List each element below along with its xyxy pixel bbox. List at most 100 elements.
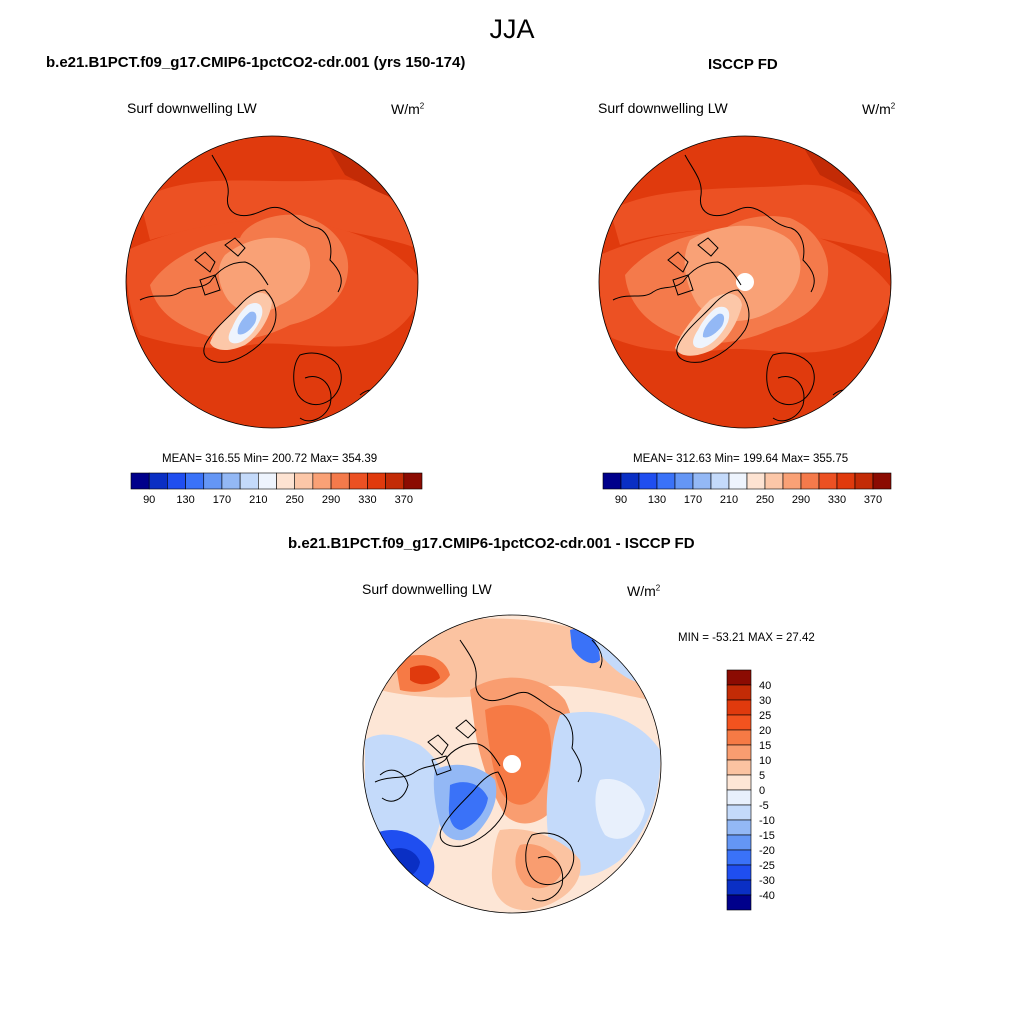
colorbar-1-tick-label: 330: [358, 494, 376, 506]
colorbar-1: 90 130 170 210 250 290 330 370: [130, 472, 423, 506]
map-1-field-band: [218, 237, 311, 314]
colorbar-3-swatch: [726, 849, 752, 866]
map-3-coastlines: [374, 639, 603, 902]
colorbar-3-tick-label: 10: [759, 755, 771, 767]
colorbar-2-tick-label: 330: [828, 494, 846, 506]
colorbar-2-swatch: [620, 472, 640, 490]
colorbar-3-tick-label: 5: [759, 770, 765, 782]
colorbar-3-tick-label: -15: [759, 830, 775, 842]
colorbar-1-swatch: [330, 472, 350, 490]
colorbar-3-swatch: [726, 894, 752, 911]
map-1-coastline: [203, 289, 277, 363]
map-1-field-band: [237, 311, 257, 335]
panel-2-variable-label: Surf downwelling LW: [598, 100, 728, 116]
colorbar-2-tick-label: 250: [756, 494, 774, 506]
map-3-coastline: [379, 769, 409, 802]
colorbar-1-swatch: [403, 472, 423, 490]
map-2-coastline: [772, 376, 805, 422]
panel-2-title: ISCCP FD: [708, 56, 778, 73]
map-3-field-band: [485, 705, 552, 805]
map-1-coastline: [293, 352, 342, 406]
colorbar-2-swatch: [800, 472, 820, 490]
panel-2-stats: MEAN= 312.63 Min= 199.64 Max= 355.75: [633, 453, 849, 465]
map-2-polar-plot: [598, 135, 892, 429]
map-3-coastline: [374, 743, 501, 783]
panel-2-units-label: W/m2: [862, 101, 896, 117]
colorbar-2-swatch: [602, 472, 622, 490]
colorbar-2-tick-label: 290: [792, 494, 810, 506]
map-2-coastline: [667, 237, 719, 296]
map-3-coastline: [525, 832, 575, 886]
colorbar-2-tick-label: 370: [864, 494, 882, 506]
colorbar-3-tick-label: -5: [759, 800, 769, 812]
colorbar-2-swatch: [836, 472, 856, 490]
colorbar-2-swatch: [746, 472, 766, 490]
colorbar-1-swatch: [148, 472, 168, 490]
colorbar-2-swatch: [782, 472, 802, 490]
colorbar-3-swatch: [726, 714, 752, 731]
colorbar-1-swatch: [239, 472, 259, 490]
map-1-coastline: [299, 376, 332, 422]
colorbar-1-tick-label: 170: [213, 494, 231, 506]
map-3-polar-hole: [503, 755, 521, 773]
colorbar-3-swatch: [726, 684, 752, 701]
colorbar-3-swatch: [726, 789, 752, 806]
colorbar-1-tick-label: 290: [322, 494, 340, 506]
colorbar-1-swatch: [258, 472, 277, 490]
colorbar-2-swatch: [872, 472, 892, 490]
colorbar-3-swatch: [726, 699, 752, 716]
map-1-coastline: [194, 237, 246, 296]
colorbar-3-swatch: [726, 879, 752, 896]
colorbar-3-swatch: [726, 819, 752, 836]
panel-1-title: b.e21.B1PCT.f09_g17.CMIP6-1pctCO2-cdr.00…: [46, 54, 466, 71]
colorbar-1-swatch: [185, 472, 205, 490]
colorbar-2-swatch: [692, 472, 712, 490]
colorbar-1-swatch: [221, 472, 241, 490]
panel-3-title: b.e21.B1PCT.f09_g17.CMIP6-1pctCO2-cdr.00…: [288, 535, 695, 552]
panel-1-variable-label: Surf downwelling LW: [127, 100, 257, 116]
colorbar-2-swatch: [656, 472, 676, 490]
panel-1-stats: MEAN= 316.55 Min= 200.72 Max= 354.39: [162, 453, 378, 465]
map-2-coastline: [684, 154, 815, 293]
map-1-polar-plot: [125, 135, 419, 429]
map-3-field-band: [410, 665, 440, 685]
colorbar-3-tick-label: 25: [759, 710, 771, 722]
map-1-boundary: [125, 135, 419, 429]
panel-3-stats: MIN = -53.21 MAX = 27.42: [678, 632, 815, 644]
map-1-coastline: [211, 154, 342, 293]
colorbar-3-tick-label: -25: [759, 860, 775, 872]
colorbar-3-tick-label: -20: [759, 845, 775, 857]
panel-3-variable-label: Surf downwelling LW: [362, 581, 492, 597]
map-3-coastline: [531, 856, 564, 902]
map-3-field-band: [515, 844, 562, 889]
colorbar-2: 90 130 170 210 250 290 330 370: [602, 472, 892, 506]
map-1-field-band: [140, 179, 418, 250]
map-1-coastline: [139, 261, 269, 301]
colorbar-2-tick-label: 90: [615, 494, 627, 506]
colorbar-2-swatch: [710, 472, 730, 490]
colorbar-3-swatch: [726, 834, 752, 851]
map-2-coastline: [766, 352, 815, 406]
colorbar-1-swatch: [367, 472, 386, 490]
map-3-coastline: [459, 639, 582, 783]
colorbar-3-tick-label: 40: [759, 680, 771, 692]
colorbar-1-swatch: [130, 472, 150, 490]
panel-1-units-label: W/m2: [391, 101, 425, 117]
colorbar-2-swatch: [764, 472, 784, 490]
colorbar-3-swatch: [726, 864, 752, 881]
colorbar-1-swatch: [294, 472, 314, 490]
colorbar-2-swatch: [728, 472, 748, 490]
colorbar-3-tick-label: 20: [759, 725, 771, 737]
colorbar-3-tick-label: 15: [759, 740, 771, 752]
map-3-coastline: [427, 719, 477, 776]
colorbar-3-swatch: [726, 744, 752, 761]
map-3-coastline: [591, 639, 603, 669]
map-3-coastline: [439, 771, 508, 847]
colorbar-2-swatch: [854, 472, 874, 490]
map-2-boundary: [598, 135, 892, 429]
map-2-coastline: [676, 289, 750, 363]
colorbar-2-swatch: [818, 472, 838, 490]
colorbar-3-swatch: [726, 774, 752, 791]
colorbar-1-tick-label: 210: [249, 494, 267, 506]
map-2-coastline: [612, 261, 742, 301]
